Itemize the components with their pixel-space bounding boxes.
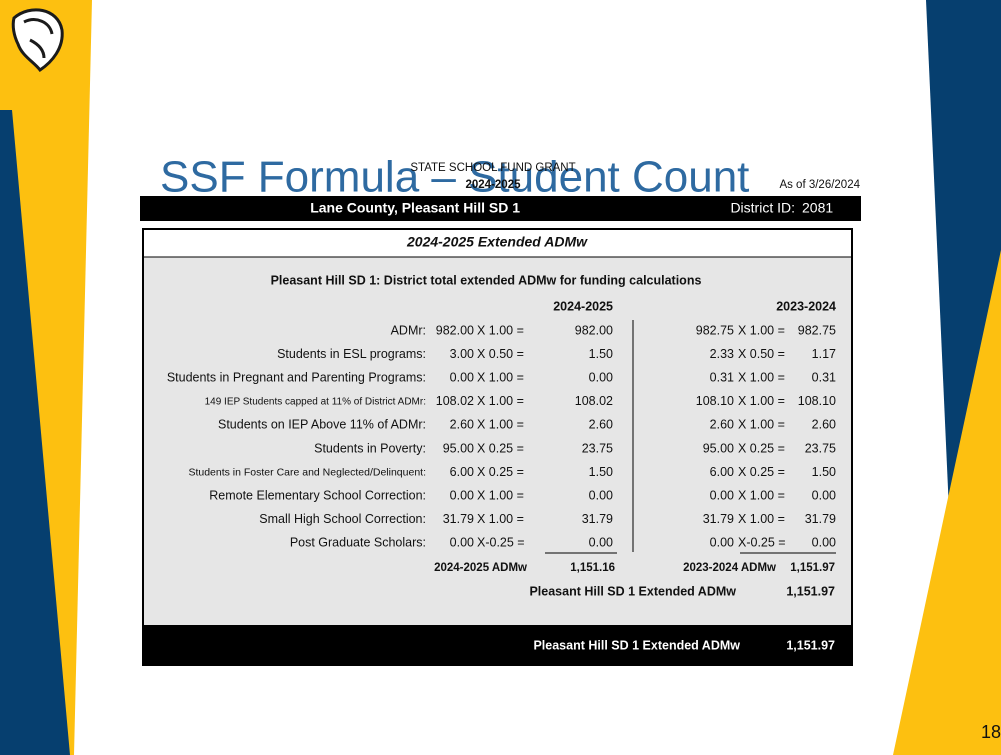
total-prior-label: 2023-2024 ADMw — [683, 562, 776, 574]
current-factor: X 1.00 = — [477, 370, 524, 384]
grant-title: STATE SCHOOL FUND GRANT — [410, 162, 575, 174]
row-label: ADMr: — [391, 323, 426, 337]
prior-count: 0.00 — [710, 536, 734, 550]
prior-value: 108.10 — [798, 394, 836, 408]
prior-value: 982.75 — [798, 323, 836, 337]
col-current: 2024-2025 — [553, 299, 613, 313]
prior-count: 108.10 — [696, 394, 734, 408]
extended-value: 1,151.97 — [786, 584, 835, 598]
current-count: 31.79 — [443, 512, 474, 526]
current-value: 23.75 — [582, 441, 613, 455]
row-label: 149 IEP Students capped at 11% of Distri… — [205, 396, 426, 407]
grant-year: 2024-2025 — [466, 179, 522, 191]
total-current-label: 2024-2025 ADMw — [434, 562, 527, 574]
current-count: 6.00 — [450, 465, 474, 479]
total-current: 1,151.16 — [570, 562, 615, 574]
extended-label: Pleasant Hill SD 1 Extended ADMw — [529, 584, 736, 598]
current-count: 2.60 — [450, 418, 474, 432]
prior-value: 1.50 — [812, 465, 836, 479]
slide-title: SSF Formula – Student Count — [160, 153, 749, 202]
prior-count: 2.60 — [710, 418, 734, 432]
current-factor: X 0.25 = — [477, 465, 524, 479]
left-navy-band — [0, 110, 70, 755]
as-of: As of 3/26/2024 — [779, 179, 860, 191]
current-value: 1.50 — [589, 465, 613, 479]
current-value: 108.02 — [575, 394, 613, 408]
col-prior: 2023-2024 — [776, 299, 836, 313]
prior-factor: X 1.00 = — [738, 394, 785, 408]
right-yellow-band — [893, 250, 1001, 755]
footer-label: Pleasant Hill SD 1 Extended ADMw — [533, 638, 740, 652]
prior-count: 982.75 — [696, 323, 734, 337]
district-name: Lane County, Pleasant Hill SD 1 — [310, 200, 520, 216]
footer-bar — [143, 625, 852, 666]
prior-count: 0.00 — [710, 488, 734, 502]
row-label: Remote Elementary School Correction: — [209, 488, 426, 502]
prior-value: 23.75 — [805, 441, 836, 455]
current-value: 1.50 — [589, 347, 613, 361]
current-value: 0.00 — [589, 488, 613, 502]
prior-value: 2.60 — [812, 418, 836, 432]
logo — [11, 8, 64, 73]
current-count: 0.00 — [450, 370, 474, 384]
prior-factor: X 0.50 = — [738, 347, 785, 361]
row-label: Students in Foster Care and Neglected/De… — [188, 466, 426, 478]
district-bar — [140, 196, 861, 221]
prior-count: 95.00 — [703, 441, 734, 455]
district-id: 2081 — [802, 200, 833, 216]
prior-factor: X 1.00 = — [738, 512, 785, 526]
prior-factor: X 0.25 = — [738, 465, 785, 479]
current-count: 982.00 — [436, 323, 474, 337]
current-factor: X 1.00 = — [477, 488, 524, 502]
prior-factor: X 1.00 = — [738, 488, 785, 502]
prior-factor: X 0.25 = — [738, 441, 785, 455]
current-factor: X 0.50 = — [477, 347, 524, 361]
rows: ADMr: 982.00 X 1.00 = 982.00 982.75 X 1.00 = 9… — [167, 323, 836, 549]
row-label: Students in Pregnant and Parenting Progr… — [167, 370, 426, 384]
prior-count: 6.00 — [710, 465, 734, 479]
section-title: 2024-2025 Extended ADMw — [406, 234, 588, 250]
current-factor: X 1.00 = — [477, 394, 524, 408]
prior-value: 31.79 — [805, 512, 836, 526]
prior-value: 0.00 — [812, 488, 836, 502]
prior-factor: X-0.25 = — [738, 536, 786, 550]
prior-value: 1.17 — [812, 347, 836, 361]
prior-value: 0.31 — [812, 370, 836, 384]
prior-factor: X 1.00 = — [738, 370, 785, 384]
current-count: 0.00 — [450, 488, 474, 502]
row-label: Students in ESL programs: — [277, 347, 426, 361]
row-label: Post Graduate Scholars: — [290, 536, 426, 550]
prior-count: 31.79 — [703, 512, 734, 526]
table-subtitle: Pleasant Hill SD 1: District total exten… — [271, 273, 702, 287]
current-value: 31.79 — [582, 512, 613, 526]
current-factor: X-0.25 = — [477, 536, 525, 550]
current-factor: X 0.25 = — [477, 441, 524, 455]
row-label: Students in Poverty: — [314, 441, 426, 455]
footer-value: 1,151.97 — [786, 638, 835, 652]
section-header — [144, 230, 851, 257]
current-value: 0.00 — [589, 536, 613, 550]
current-value: 982.00 — [575, 323, 613, 337]
current-count: 3.00 — [450, 347, 474, 361]
row-label: Students on IEP Above 11% of ADMr: — [218, 418, 426, 432]
current-count: 108.02 — [436, 394, 474, 408]
row-label: Small High School Correction: — [259, 512, 426, 526]
current-value: 2.60 — [589, 418, 613, 432]
current-count: 95.00 — [443, 441, 474, 455]
prior-factor: X 1.00 = — [738, 323, 785, 337]
page-number: 18 — [981, 722, 1001, 742]
district-id-label: District ID: — [730, 200, 795, 216]
current-factor: X 1.00 = — [477, 418, 524, 432]
current-value: 0.00 — [589, 370, 613, 384]
prior-count: 0.31 — [710, 370, 734, 384]
total-prior: 1,151.97 — [790, 562, 835, 574]
prior-value: 0.00 — [812, 536, 836, 550]
prior-count: 2.33 — [710, 347, 734, 361]
current-factor: X 1.00 = — [477, 512, 524, 526]
current-count: 0.00 — [450, 536, 474, 550]
current-factor: X 1.00 = — [477, 323, 524, 337]
prior-factor: X 1.00 = — [738, 418, 785, 432]
table-box — [142, 228, 853, 666]
